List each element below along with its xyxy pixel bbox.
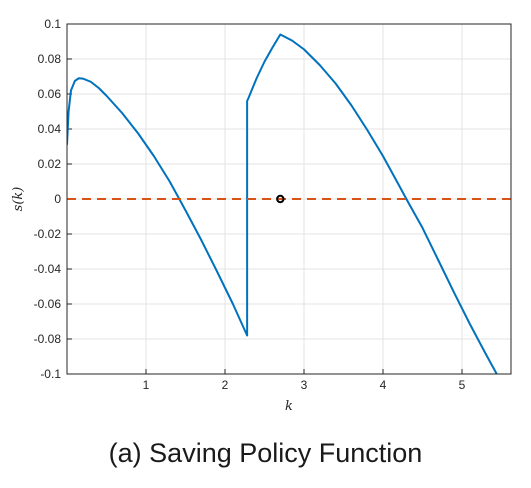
y-tick-label: 0.04	[38, 122, 62, 136]
y-tick-label: -0.1	[40, 367, 61, 381]
y-tick-label: -0.02	[34, 227, 62, 241]
x-axis-ticks: 1 2 3 4 5	[143, 369, 466, 392]
figure-caption: (a) Saving Policy Function	[0, 438, 531, 469]
series-group	[67, 35, 511, 401]
x-tick-label: 5	[459, 378, 466, 392]
y-tick-label: 0.06	[38, 87, 62, 101]
y-axis-label: s(k)	[11, 187, 26, 212]
y-axis-ticks: 0.1 0.08 0.06 0.04 0.02 0 -0.02 -0.04 -0.06 -0.08…	[34, 17, 72, 381]
y-tick-label: -0.08	[34, 332, 62, 346]
x-tick-label: 3	[301, 378, 308, 392]
x-tick-label: 1	[143, 378, 150, 392]
y-tick-label: 0.02	[38, 157, 62, 171]
x-tick-label: 2	[222, 378, 229, 392]
y-tick-label: -0.04	[34, 262, 62, 276]
x-tick-label: 4	[380, 378, 387, 392]
y-tick-label: 0.1	[44, 17, 61, 31]
y-tick-label: -0.06	[34, 297, 62, 311]
x-axis-label: k	[285, 399, 293, 414]
y-tick-label: 0.08	[38, 52, 62, 66]
y-tick-label: 0	[54, 192, 61, 206]
saving-policy-series	[67, 35, 511, 401]
